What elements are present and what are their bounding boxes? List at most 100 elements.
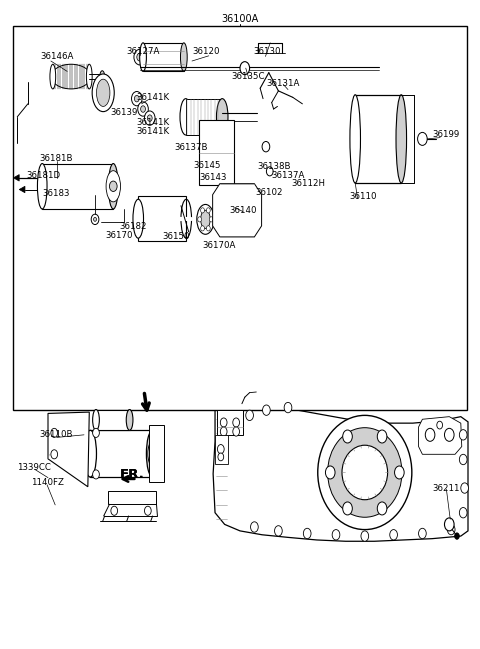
Ellipse shape <box>126 410 133 430</box>
Circle shape <box>284 402 292 413</box>
Circle shape <box>377 502 387 515</box>
Circle shape <box>377 430 387 443</box>
Text: 36130: 36130 <box>253 47 281 56</box>
Circle shape <box>147 115 152 121</box>
Text: FR.: FR. <box>120 468 145 481</box>
Bar <box>13 26 467 410</box>
Bar <box>143 43 184 71</box>
Ellipse shape <box>342 445 388 500</box>
Circle shape <box>138 102 148 116</box>
Text: 36170: 36170 <box>105 231 133 240</box>
Text: 36131A: 36131A <box>266 79 300 88</box>
Text: 36110B: 36110B <box>40 430 73 439</box>
Ellipse shape <box>350 95 360 183</box>
Bar <box>355 95 401 183</box>
Circle shape <box>134 95 139 102</box>
Text: 36139: 36139 <box>110 108 138 117</box>
Ellipse shape <box>96 79 110 106</box>
Circle shape <box>94 217 96 221</box>
Circle shape <box>275 526 282 536</box>
Ellipse shape <box>148 441 157 466</box>
Text: 36110: 36110 <box>349 192 377 201</box>
Text: 36199: 36199 <box>433 130 460 139</box>
Text: 36137A: 36137A <box>271 171 305 180</box>
Bar <box>186 99 222 135</box>
Circle shape <box>390 530 397 540</box>
Text: 36143: 36143 <box>199 173 227 182</box>
Polygon shape <box>19 186 25 193</box>
Circle shape <box>144 111 155 125</box>
Bar <box>215 435 228 464</box>
Text: 36135C: 36135C <box>231 72 264 81</box>
Bar <box>199 120 234 185</box>
Bar <box>96 410 130 430</box>
Circle shape <box>109 181 117 191</box>
Bar <box>149 425 164 482</box>
Ellipse shape <box>318 415 412 530</box>
Circle shape <box>134 49 145 65</box>
Circle shape <box>459 430 467 440</box>
Ellipse shape <box>84 430 96 477</box>
Circle shape <box>144 506 151 515</box>
Circle shape <box>455 533 459 539</box>
Circle shape <box>233 427 240 436</box>
Circle shape <box>461 483 468 493</box>
Polygon shape <box>13 175 19 181</box>
Text: FR.: FR. <box>120 468 145 481</box>
Ellipse shape <box>327 428 402 517</box>
Circle shape <box>437 421 443 429</box>
Ellipse shape <box>51 64 91 89</box>
Bar <box>217 410 243 435</box>
Circle shape <box>303 528 311 539</box>
Text: 36141K: 36141K <box>136 127 169 136</box>
Ellipse shape <box>93 410 99 430</box>
Circle shape <box>51 428 58 437</box>
Text: 1339CC: 1339CC <box>17 463 50 472</box>
Ellipse shape <box>92 74 114 112</box>
Text: 36150: 36150 <box>163 232 191 241</box>
Text: 36170A: 36170A <box>202 241 236 250</box>
Circle shape <box>263 405 270 415</box>
Circle shape <box>209 217 213 222</box>
Circle shape <box>206 226 210 231</box>
Bar <box>90 430 153 477</box>
Polygon shape <box>419 417 462 454</box>
Circle shape <box>343 430 352 443</box>
Circle shape <box>111 506 118 515</box>
Text: 36140: 36140 <box>229 206 257 215</box>
Text: 36211: 36211 <box>432 484 460 493</box>
Text: 36181D: 36181D <box>26 171 60 180</box>
Circle shape <box>240 62 250 75</box>
Ellipse shape <box>100 71 105 82</box>
Circle shape <box>218 453 224 461</box>
Text: 1140FZ: 1140FZ <box>31 478 63 487</box>
Circle shape <box>447 524 455 535</box>
Circle shape <box>93 470 99 479</box>
Text: 36182: 36182 <box>120 222 147 231</box>
Bar <box>42 164 113 209</box>
Circle shape <box>233 418 240 427</box>
Circle shape <box>141 106 145 112</box>
Circle shape <box>220 418 227 427</box>
Circle shape <box>343 502 352 515</box>
Circle shape <box>201 226 204 231</box>
Text: 36138B: 36138B <box>258 162 291 171</box>
Ellipse shape <box>216 99 228 135</box>
Ellipse shape <box>146 430 159 477</box>
Circle shape <box>459 454 467 465</box>
Bar <box>108 491 156 504</box>
Circle shape <box>262 141 270 152</box>
Circle shape <box>51 450 58 459</box>
Text: 36145: 36145 <box>193 161 221 170</box>
Text: 36112H: 36112H <box>291 178 325 188</box>
Text: 36141K: 36141K <box>136 117 169 127</box>
Text: 36137B: 36137B <box>174 143 208 152</box>
Polygon shape <box>48 412 89 487</box>
Ellipse shape <box>133 199 144 238</box>
Text: 36127A: 36127A <box>126 47 160 56</box>
Circle shape <box>220 427 227 436</box>
Text: 36141K: 36141K <box>136 93 169 102</box>
Circle shape <box>332 530 340 540</box>
Ellipse shape <box>86 64 92 89</box>
Circle shape <box>93 428 99 437</box>
